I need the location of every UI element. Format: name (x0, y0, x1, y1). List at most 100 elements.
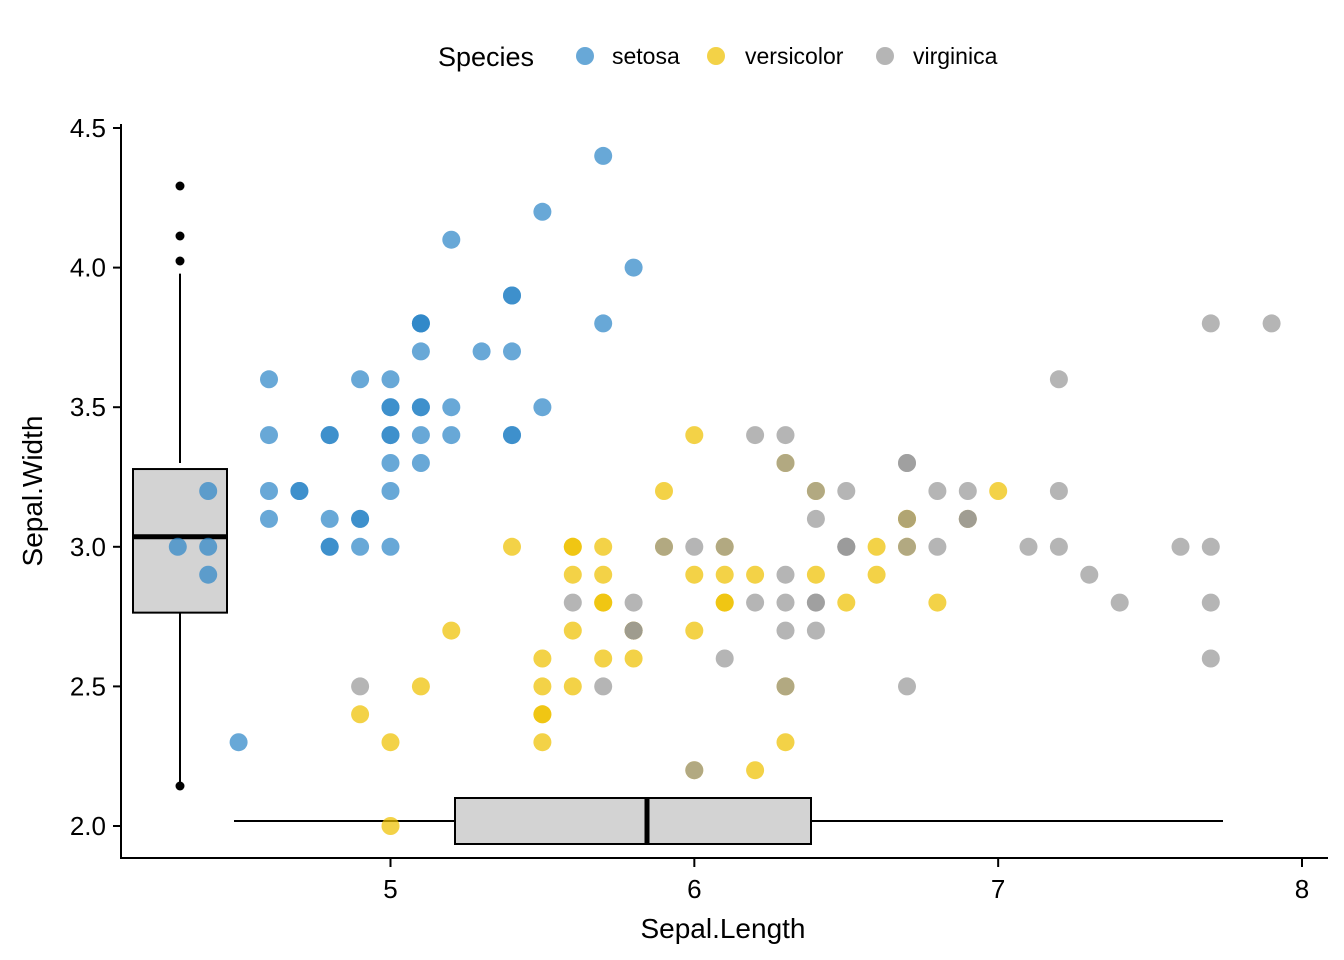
x-marginal-boxplot (234, 797, 1223, 845)
point-versicolor (746, 565, 765, 584)
point-setosa (199, 537, 218, 556)
point-virginica (898, 537, 916, 556)
point-setosa (411, 398, 430, 417)
point-versicolor (563, 537, 582, 556)
point-virginica (898, 454, 916, 472)
point-virginica (1171, 537, 1190, 556)
point-virginica (898, 509, 916, 528)
point-setosa (260, 370, 278, 389)
point-versicolor (594, 649, 613, 668)
point-virginica (746, 426, 765, 445)
point-virginica (563, 593, 582, 612)
point-setosa (411, 454, 430, 472)
x-box-iqr (454, 797, 812, 845)
y-box-outlier (175, 181, 185, 191)
point-virginica (1110, 593, 1129, 612)
point-versicolor (594, 537, 613, 556)
point-virginica (351, 677, 370, 696)
point-virginica (776, 426, 795, 445)
point-versicolor (715, 565, 734, 584)
point-setosa (320, 537, 339, 556)
point-versicolor (685, 426, 704, 445)
point-setosa (290, 482, 309, 500)
point-virginica (685, 761, 704, 780)
point-versicolor (746, 761, 765, 780)
point-virginica (1049, 482, 1068, 500)
point-virginica (928, 482, 947, 500)
point-setosa (533, 202, 552, 221)
point-setosa (594, 314, 613, 333)
point-versicolor (503, 537, 521, 556)
point-virginica (958, 509, 977, 528)
point-virginica (928, 537, 947, 556)
point-setosa (594, 146, 613, 165)
point-setosa (229, 733, 248, 752)
point-virginica (715, 649, 734, 668)
x-axis-title: Sepal.Length (640, 913, 805, 944)
x-tick-label-5: 5 (383, 874, 397, 904)
point-virginica (837, 537, 856, 556)
point-versicolor (867, 565, 886, 584)
point-setosa (503, 426, 521, 445)
point-versicolor (351, 705, 370, 724)
point-virginica (685, 537, 704, 556)
x-axis-ticks: 5 6 7 8 (383, 859, 1309, 904)
y-tick-label-4.5: 4.5 (70, 113, 106, 143)
point-versicolor (533, 677, 552, 696)
point-setosa (442, 398, 461, 417)
point-setosa (381, 537, 400, 556)
y-box-outlier (175, 231, 185, 241)
point-versicolor (655, 482, 673, 500)
point-virginica (837, 482, 856, 500)
legend: Species setosa versicolor virginica (438, 42, 998, 72)
y-tick-label-2.5: 2.5 (70, 671, 106, 701)
point-virginica (1019, 537, 1038, 556)
point-virginica (776, 454, 795, 472)
point-virginica (1049, 537, 1068, 556)
point-versicolor (563, 677, 582, 696)
point-setosa (472, 342, 491, 361)
point-versicolor (624, 649, 643, 668)
point-versicolor (867, 537, 886, 556)
point-virginica (776, 593, 795, 612)
point-virginica (655, 537, 673, 556)
point-virginica (898, 677, 916, 696)
point-setosa (351, 537, 370, 556)
point-setosa (168, 537, 187, 556)
point-setosa (503, 342, 521, 361)
point-versicolor (381, 817, 400, 835)
point-virginica (1262, 314, 1281, 333)
legend-marker-versicolor (707, 47, 725, 65)
point-versicolor (594, 565, 613, 584)
point-setosa (533, 398, 552, 417)
point-setosa (503, 286, 521, 305)
point-versicolor (685, 621, 704, 640)
point-setosa (442, 426, 461, 445)
x-tick-label-8: 8 (1295, 874, 1309, 904)
point-virginica (806, 621, 825, 640)
y-axis-title: Sepal.Width (17, 416, 48, 567)
legend-marker-virginica (876, 47, 894, 65)
point-versicolor (533, 705, 552, 724)
point-versicolor (563, 565, 582, 584)
point-setosa (320, 509, 339, 528)
point-virginica (746, 593, 765, 612)
point-virginica (1201, 537, 1220, 556)
point-virginica (958, 482, 977, 500)
y-axis-ticks: 2.0 2.5 3.0 3.5 4.0 4.5 (70, 113, 121, 841)
point-virginica (624, 593, 643, 612)
point-virginica (776, 677, 795, 696)
point-setosa (199, 482, 218, 500)
point-virginica (776, 621, 795, 640)
legend-label-versicolor: versicolor (745, 43, 844, 69)
point-setosa (381, 398, 400, 417)
point-versicolor (806, 565, 825, 584)
point-versicolor (715, 593, 734, 612)
scatter-points (168, 146, 1281, 835)
y-tick-label-3.5: 3.5 (70, 392, 106, 422)
point-versicolor (989, 482, 1008, 500)
point-versicolor (776, 733, 795, 752)
legend-label-setosa: setosa (612, 43, 680, 69)
y-box-outlier (175, 781, 185, 791)
